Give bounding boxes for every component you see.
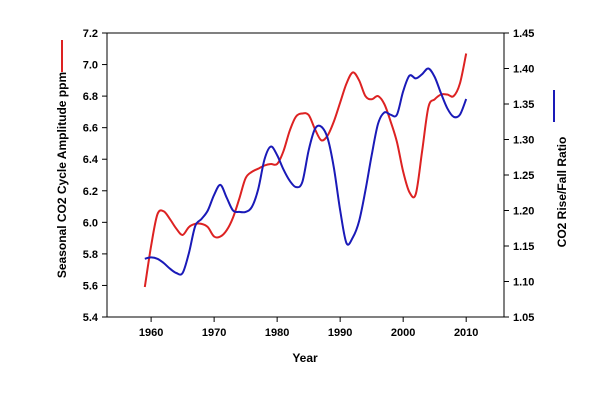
left-tick-label: 6.6	[83, 123, 98, 135]
left-axis-title: Seasonal CO2 Cycle Amplitude ppm	[55, 72, 69, 278]
series-layer	[143, 53, 468, 288]
right-tick-label: 1.25	[513, 170, 534, 182]
left-tick-label: 6.8	[83, 91, 98, 103]
x-tick-label: 2010	[454, 327, 478, 339]
left-tick-label: 6.4	[83, 154, 99, 166]
right-tick-label: 1.20	[513, 206, 534, 218]
left-tick-label: 5.4	[83, 312, 99, 324]
right-tick-label: 1.30	[513, 135, 534, 147]
right-axis-title: CO2 Rise/Fall Ratio	[555, 137, 569, 248]
rise-fall-ratio-series-line	[144, 67, 468, 276]
x-tick-label: 1970	[202, 327, 226, 339]
right-tick-label: 1.40	[513, 64, 534, 76]
left-tick-label: 7.0	[83, 60, 98, 72]
x-axis-ticks: 1960 1970 1980 1990 2000 2010	[139, 317, 478, 339]
x-tick-label: 1990	[328, 327, 352, 339]
right-tick-label: 1.10	[513, 277, 534, 289]
left-tick-label: 5.6	[83, 280, 98, 292]
right-tick-label: 1.15	[513, 241, 534, 253]
right-tick-label: 1.05	[513, 312, 534, 324]
x-tick-label: 1980	[265, 327, 289, 339]
left-tick-label: 6.0	[83, 217, 98, 229]
right-tick-label: 1.45	[513, 28, 534, 40]
right-tick-label: 1.35	[513, 99, 534, 111]
left-tick-label: 5.8	[83, 249, 98, 261]
left-tick-label: 6.2	[83, 186, 98, 198]
x-axis-title: Year	[292, 351, 318, 365]
x-tick-label: 1960	[139, 327, 163, 339]
right-axis-ticks: 1.05 1.10 1.15 1.20 1.25 1.30 1.35 1.40 1.45	[504, 28, 534, 324]
plot-frame	[106, 32, 505, 318]
amplitude-series-line	[143, 53, 468, 288]
left-axis-ticks: 5.4 5.6 5.8 6.0 6.2 6.4 6.6 6.8 7.0 7.2	[83, 28, 107, 324]
x-tick-label: 2000	[391, 327, 415, 339]
left-tick-label: 7.2	[83, 28, 98, 40]
